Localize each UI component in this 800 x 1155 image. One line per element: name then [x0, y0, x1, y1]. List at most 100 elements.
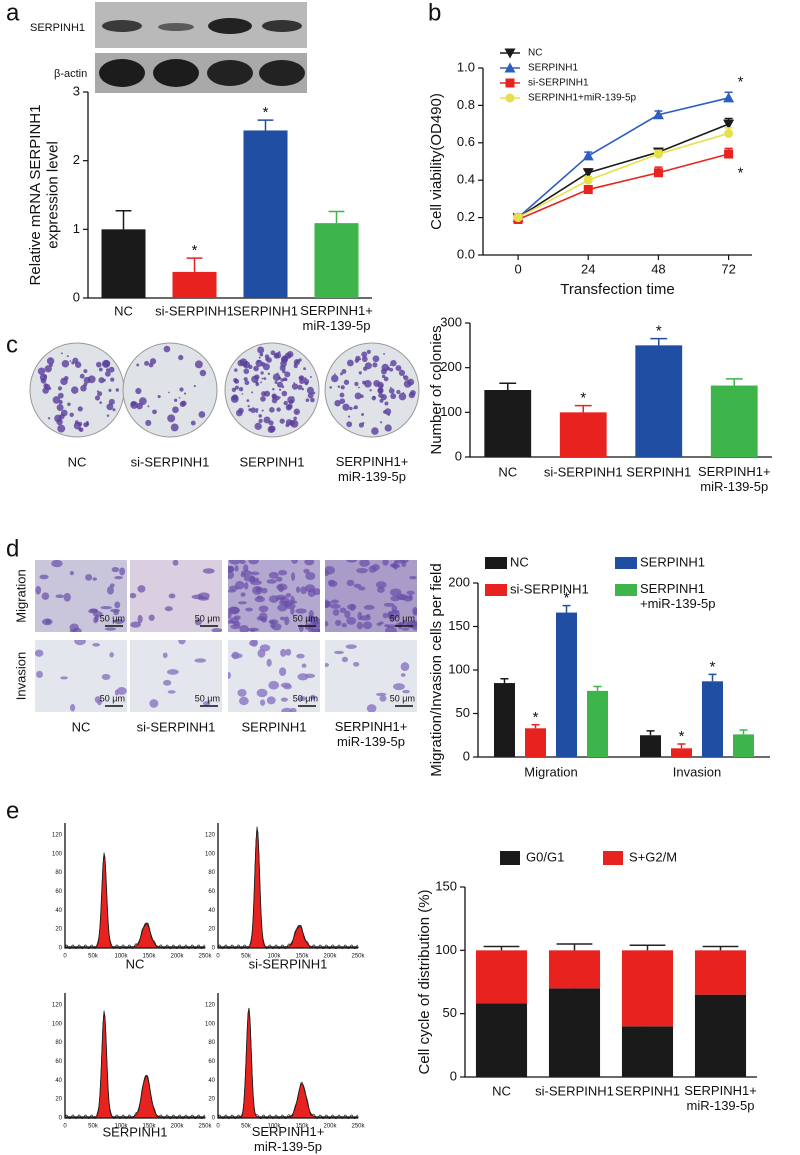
- colony: [312, 391, 316, 395]
- cell: [111, 566, 120, 573]
- cell: [266, 579, 277, 584]
- colony: [358, 371, 362, 375]
- legend-label: NC: [510, 554, 529, 569]
- colony: [60, 352, 63, 355]
- cell: [45, 618, 51, 624]
- colony: [246, 399, 250, 403]
- flow-y-tick: 0: [212, 1116, 216, 1122]
- error-bar: [593, 685, 602, 691]
- cell: [275, 576, 283, 582]
- colony: [85, 422, 90, 426]
- cell: [149, 699, 159, 708]
- colony: [147, 405, 150, 408]
- colony: [130, 401, 136, 407]
- flow-x-tick: 150k: [295, 1124, 309, 1130]
- cell: [379, 695, 387, 702]
- cell: [197, 596, 210, 601]
- colony: [346, 421, 353, 428]
- cell: [148, 614, 155, 621]
- colony: [260, 381, 263, 384]
- cell: [69, 570, 74, 576]
- colony: [103, 378, 106, 382]
- colony: [57, 386, 63, 391]
- cell: [268, 680, 280, 690]
- error-bar: [629, 944, 666, 951]
- x-tick-label: 48: [651, 261, 665, 276]
- x-tick-label: Migration: [524, 764, 577, 779]
- error-bar: [186, 257, 203, 272]
- cell: [290, 596, 295, 605]
- colony: [43, 383, 49, 389]
- scale-bar-label: 50 μm: [100, 613, 125, 623]
- error-bar: [499, 382, 517, 390]
- colony: [233, 377, 238, 383]
- flow-x-tick: 200k: [170, 1124, 184, 1130]
- blot-band: [207, 60, 253, 86]
- colony: [108, 388, 112, 392]
- cell: [228, 606, 240, 615]
- colony: [260, 371, 264, 375]
- image-label: NC: [126, 956, 145, 971]
- legend-label: NC: [528, 48, 542, 59]
- cell: [366, 704, 377, 712]
- colony: [234, 385, 239, 390]
- bar: [702, 681, 723, 757]
- colony: [98, 367, 103, 372]
- colony: [346, 359, 354, 367]
- axis-title: Migration/Invasion cells per field: [428, 563, 445, 776]
- legend-label: si-SERPINH1: [510, 581, 589, 596]
- colony: [269, 407, 275, 413]
- marker: [505, 93, 515, 103]
- x-tick-label: SERPINH1+ miR-139-5p: [684, 1083, 757, 1113]
- legend-label: G0/G1: [526, 849, 564, 864]
- bar-segment: [694, 950, 747, 995]
- axis: [217, 993, 358, 1119]
- y-tick-label: 200: [448, 574, 470, 589]
- colony: [57, 392, 64, 399]
- axis: [477, 583, 770, 758]
- histogram-fill: [217, 1007, 359, 1119]
- flow-y-tick: 120: [52, 1002, 63, 1008]
- cell: [298, 696, 306, 702]
- cell: [280, 697, 288, 702]
- axis: [64, 993, 205, 1119]
- cell: [375, 692, 387, 697]
- flow-x-tick: 100k: [267, 954, 281, 960]
- cell: [300, 586, 307, 595]
- colony: [108, 398, 115, 405]
- colony: [144, 360, 150, 366]
- colony: [276, 381, 284, 388]
- cell: [55, 594, 64, 599]
- colony: [254, 422, 262, 431]
- bar-segment: [475, 1003, 528, 1077]
- y-tick-label: 50: [443, 1005, 457, 1020]
- colony: [273, 352, 280, 359]
- colony: [340, 385, 345, 390]
- cell: [229, 585, 239, 591]
- x-tick-label: NC: [114, 303, 133, 318]
- image-label: SERPINH1: [102, 1124, 167, 1139]
- western-blot: SERPINH1 β-actin: [30, 2, 307, 93]
- colony: [364, 380, 372, 388]
- colony: [340, 372, 343, 376]
- cell: [357, 611, 363, 621]
- colony: [282, 377, 287, 382]
- colony: [347, 415, 351, 418]
- cell: [35, 649, 44, 657]
- cell: [63, 592, 71, 602]
- cell: [228, 671, 232, 680]
- cell: [114, 575, 124, 580]
- cell: [346, 560, 357, 563]
- error-bar: [739, 729, 748, 735]
- colony: [57, 424, 66, 433]
- bar-segment: [621, 950, 674, 1027]
- colony: [149, 358, 157, 365]
- error-bar: [531, 724, 540, 729]
- colony: [371, 427, 379, 435]
- colony: [306, 386, 314, 394]
- colony: [337, 385, 341, 388]
- colony: [384, 408, 392, 415]
- cell: [330, 603, 341, 609]
- colony: [396, 389, 401, 395]
- colony: [362, 380, 366, 385]
